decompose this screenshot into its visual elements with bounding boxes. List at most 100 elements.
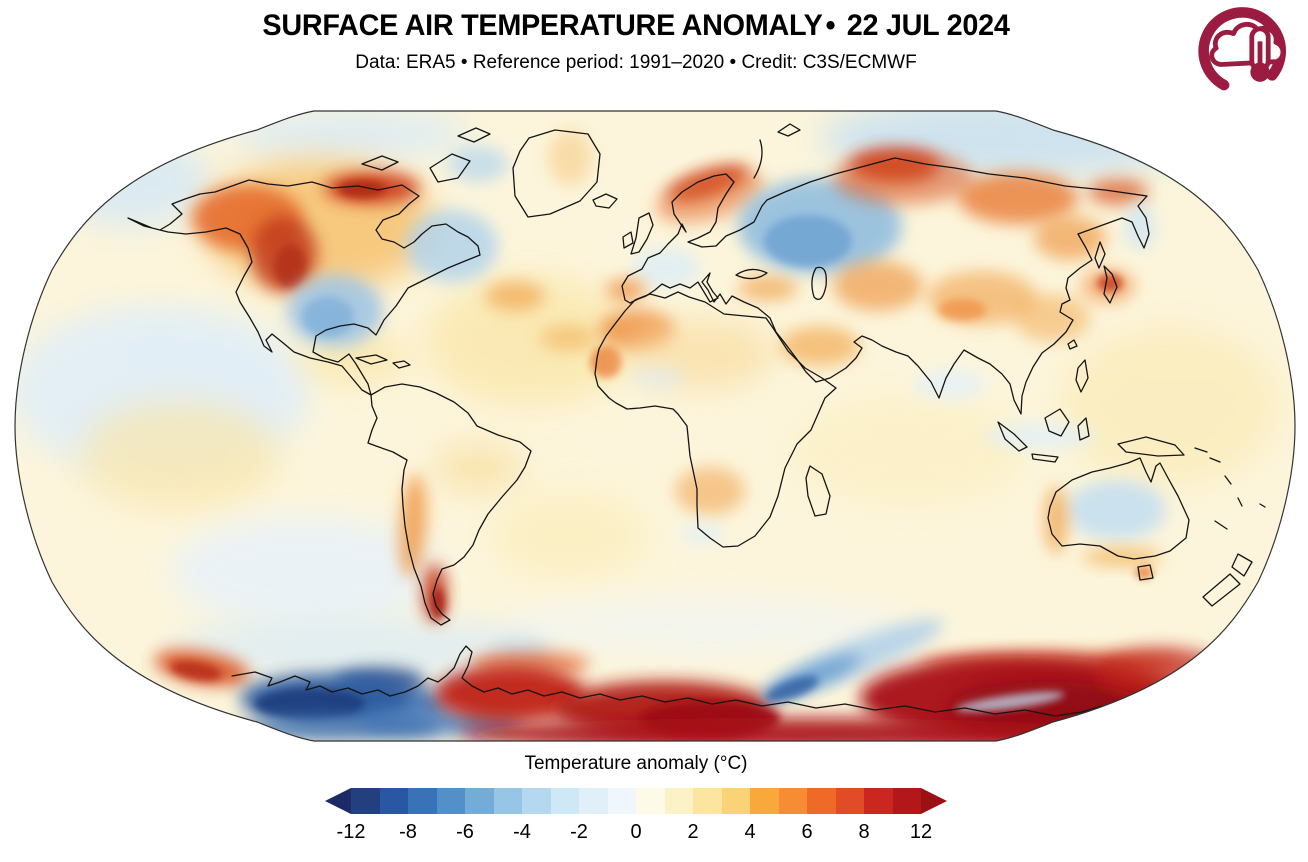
subtitle: Data: ERA5 • Reference period: 1991–2020…: [355, 52, 917, 73]
colorbar-segment: [664, 788, 693, 814]
colorbar-segment: [493, 788, 522, 814]
antarctic-east-edge: [1095, 647, 1225, 695]
colorbar-segment: [408, 788, 437, 814]
south-africa-warm: [675, 467, 745, 515]
us-central-core: [302, 297, 354, 337]
coast-baffin-island: [429, 153, 471, 183]
central-asia-warm: [833, 261, 923, 311]
baffin-cool: [448, 146, 508, 182]
pacific-east-warm: [1060, 326, 1280, 486]
title-bullet-icon: •: [825, 9, 836, 42]
colorbar-tick-label: -8: [399, 821, 417, 843]
bottom-red-band: [460, 718, 1120, 741]
turkey-warm: [738, 275, 798, 301]
coast-novaya-zemlya: [753, 139, 763, 179]
coast-borneo: [1044, 408, 1070, 437]
colorbar: [325, 788, 947, 814]
colorbar-segment: [864, 788, 893, 814]
page-title: SURFACE AIR TEMPERATURE ANOMALY• 22 JUL 2…: [25, 0, 1246, 43]
coast-caspian-sea: [811, 266, 827, 300]
coast-eurasia: [621, 157, 1150, 415]
coast-solomons: [1194, 447, 1266, 530]
colorbar-segment: [465, 788, 494, 814]
australia-cool: [1066, 480, 1166, 540]
header: SURFACE AIR TEMPERATURE ANOMALY• 22 JUL 2…: [0, 0, 1272, 74]
colorbar-segment: [835, 788, 864, 814]
atlantic-orange-1: [485, 281, 545, 311]
coast-antarctica: [231, 645, 1103, 717]
japan-hot: [1097, 274, 1123, 292]
nunavut-core: [338, 180, 386, 198]
west-siberia-core: [764, 215, 852, 267]
colorbar-segment: [436, 788, 465, 814]
indonesia-cool: [985, 423, 1095, 449]
southern-ocean-cool-mid: [510, 598, 910, 654]
australia-west-warm: [1045, 486, 1067, 554]
gobi-warm: [938, 299, 986, 321]
coast-java: [1031, 453, 1059, 463]
colorbar-tick-label: 6: [801, 821, 813, 843]
weddell-core: [255, 688, 365, 720]
colorbar-tick-label: 2: [687, 821, 699, 843]
colorbar-segment: [351, 788, 380, 814]
colorbar-segment: [522, 788, 551, 814]
spacific-cool: [170, 516, 440, 626]
colorbar-segment: [721, 788, 750, 814]
colorbar-tick-label: 0: [630, 821, 642, 843]
world-anomaly-map: [10, 106, 1300, 746]
colorbar-segment: [379, 788, 408, 814]
colorbar-arrow-right: [921, 788, 947, 814]
india-cool: [914, 369, 986, 399]
colorbar-segments: [351, 788, 921, 814]
coast-north-america: [127, 179, 481, 396]
anomaly-blobs: [15, 111, 1280, 741]
coast-hispaniola: [392, 360, 411, 369]
antarctic-west-hot: [435, 666, 585, 722]
coast-new-guinea: [1117, 436, 1185, 457]
arctic-west-cool: [230, 111, 470, 160]
atlantic-orange-2: [540, 325, 596, 351]
coast-cuba: [355, 354, 388, 365]
scandinavia-halo: [655, 168, 765, 224]
colorbar-segment: [607, 788, 636, 814]
colorbar-ticks: -12 -8 -6 -4 -2 0 2 4 6 8 12: [325, 814, 947, 844]
coast-svalbard: [777, 123, 801, 137]
southern-left-core: [170, 661, 222, 681]
colorbar-tick-label: 8: [858, 821, 870, 843]
coast-tasmania: [1137, 564, 1154, 581]
colorbar-legend: Temperature anomaly (°C) -12 -8 -6 -4 -2 0 2 4 6…: [0, 753, 1272, 844]
coast-victoria-island: [361, 155, 399, 171]
coast-sliver-cool: [955, 691, 1065, 713]
southern-ocean-cool-left: [170, 618, 550, 678]
colorbar-segment: [892, 788, 921, 814]
coast-nz-north: [1231, 553, 1253, 577]
colorbar-tick-label: -2: [570, 821, 588, 843]
ne-siberia-warm: [958, 172, 1078, 224]
bottom-left-cool-band: [240, 715, 440, 741]
colorbar-tick-label: 4: [744, 821, 756, 843]
atlantic-warm: [425, 276, 635, 406]
andes-warm: [399, 474, 427, 578]
bering-cool: [50, 136, 210, 226]
indian-warm: [790, 396, 1030, 506]
coast-ireland: [622, 231, 634, 249]
colorbar-segment: [693, 788, 722, 814]
title-main: SURFACE AIR TEMPERATURE ANOMALY: [262, 9, 823, 42]
amur-warm: [1034, 216, 1106, 260]
taymyr-halo: [833, 151, 973, 205]
colorbar-segment: [750, 788, 779, 814]
map-outline: [14, 110, 1296, 742]
logo-crescent-icon: [1198, 7, 1287, 95]
coast-greenland: [512, 129, 601, 218]
quebec-cool: [406, 210, 498, 282]
colorbar-title: Temperature anomaly (°C): [524, 753, 748, 774]
coastlines: [127, 123, 1266, 717]
coast-taiwan: [1067, 339, 1078, 350]
satlantic-warm: [490, 491, 650, 581]
mideast-warm: [780, 326, 860, 366]
colorbar-segment: [778, 788, 807, 814]
cape-cool: [680, 524, 724, 544]
indian-coast-cool-deep: [765, 676, 819, 702]
colorbar-segment: [550, 788, 579, 814]
coast-australia: [1047, 457, 1190, 560]
